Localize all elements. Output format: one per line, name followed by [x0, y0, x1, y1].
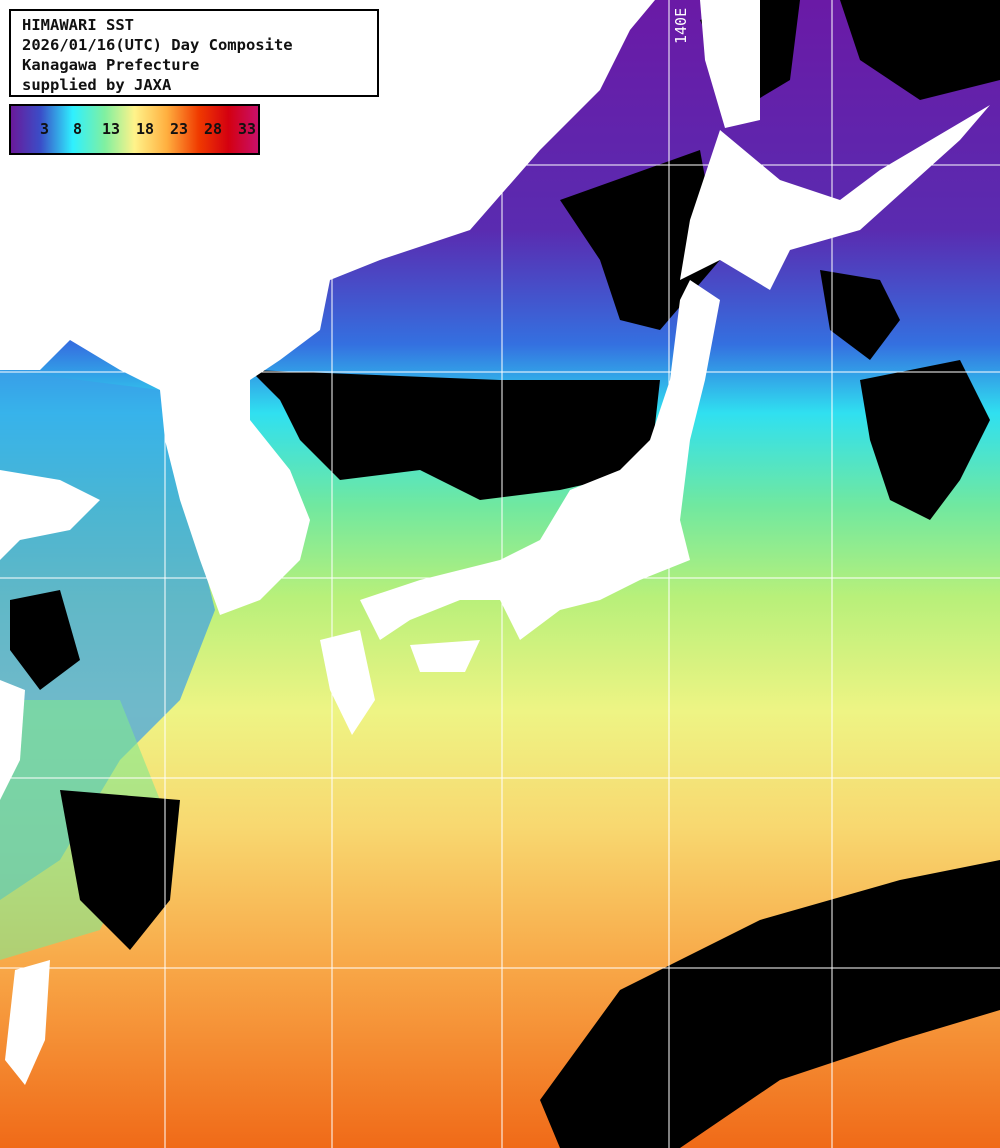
colorbar-tick: 8	[73, 120, 83, 138]
title-line-supplier: supplied by JAXA	[22, 76, 172, 94]
shikoku	[410, 640, 480, 672]
taiwan	[5, 960, 50, 1085]
sakhalin	[700, 0, 760, 128]
title-box: HIMAWARI SST 2026/01/16(UTC) Day Composi…	[9, 9, 379, 97]
hokkaido	[680, 105, 990, 290]
colorbar-legend: 3 8 13 18 23 28 33	[9, 104, 260, 155]
colorbar-tick: 18	[136, 120, 155, 138]
latitude-label: 40N	[4, 352, 32, 370]
colorbar-tick: 13	[102, 120, 121, 138]
colorbar-tick: 28	[204, 120, 223, 138]
china-coast	[0, 680, 25, 800]
cloud-mask	[10, 0, 1000, 1148]
title-line-product: HIMAWARI SST	[22, 16, 134, 34]
title-line-source: Kanagawa Prefecture	[22, 56, 200, 74]
kyushu	[320, 630, 375, 735]
shandong-peninsula	[0, 470, 100, 560]
longitude-label: 140E	[672, 7, 690, 44]
colorbar-tick: 23	[170, 120, 189, 138]
honshu	[360, 280, 720, 640]
colorbar-tick: 33	[238, 120, 257, 138]
colorbar-tick: 3	[40, 120, 50, 138]
title-line-date: 2026/01/16(UTC) Day Composite	[22, 36, 293, 54]
